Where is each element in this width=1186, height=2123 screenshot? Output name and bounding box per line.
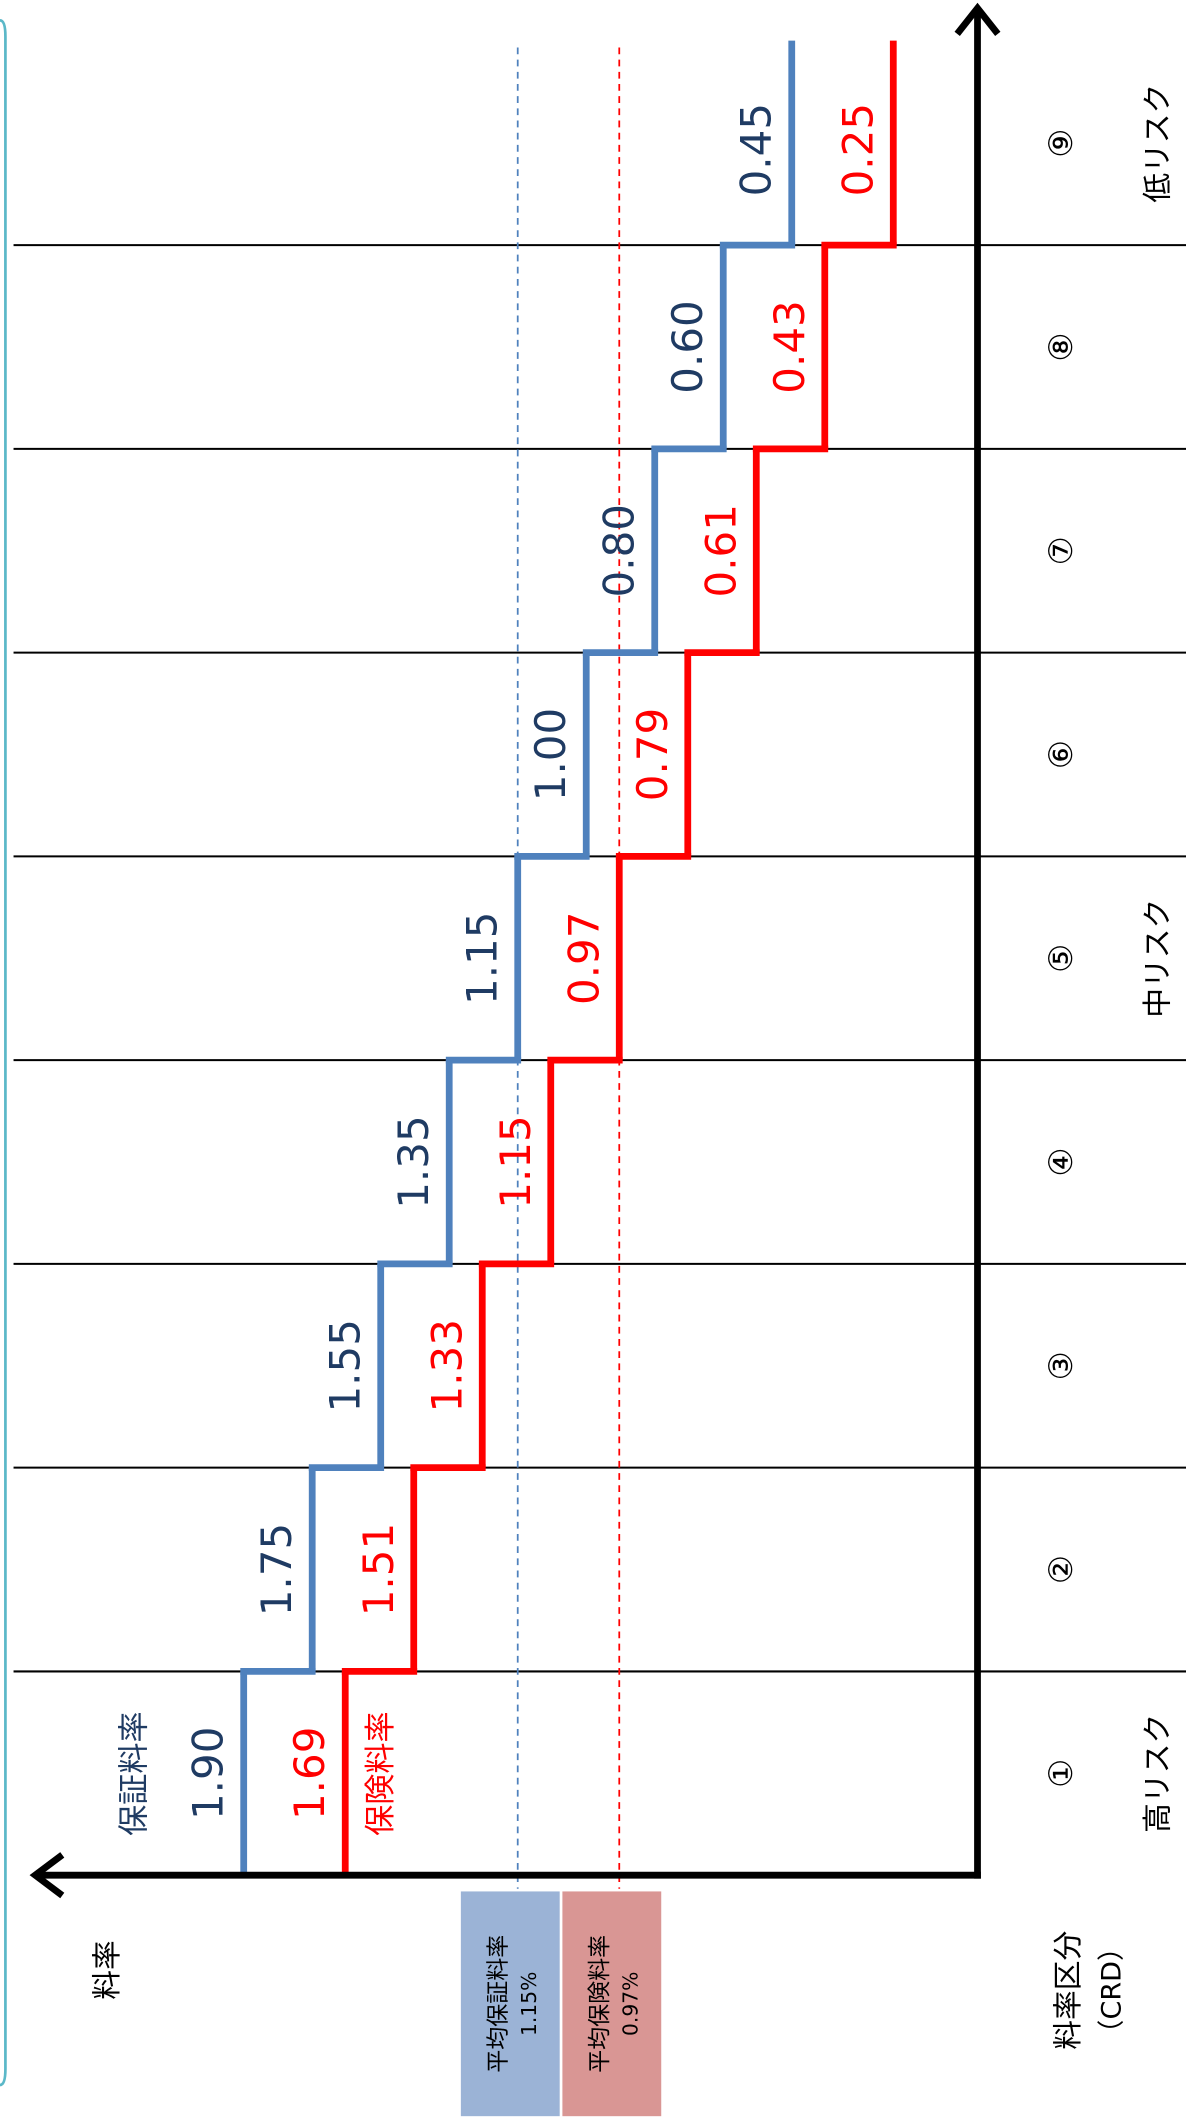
x-tick-label: ⑤ (1042, 944, 1080, 973)
legend-label: 保証料率 (116, 1711, 152, 1836)
x-tick-label: ⑥ (1042, 740, 1080, 769)
average-box (562, 1891, 662, 2117)
x-tick-label: ⑧ (1042, 332, 1080, 361)
value-label: 1.00 (526, 708, 575, 801)
risk-label: 中リスク (1140, 899, 1175, 1018)
frame-border (0, 19, 7, 2087)
value-label: 1.90 (184, 1727, 233, 1820)
y-axis-label: 料率 (90, 1940, 125, 2000)
average-box (460, 1891, 560, 2117)
risk-label: 高リスク (1140, 1714, 1175, 1833)
value-label: 1.69 (285, 1727, 334, 1820)
value-label: 0.45 (732, 103, 781, 196)
x-tick-label: ⑨ (1042, 129, 1080, 158)
average-name: 平均保険料率 (587, 1935, 613, 2073)
x-axis-label: 料率区分 (1051, 1930, 1086, 2049)
value-label: 0.97 (559, 912, 608, 1005)
value-label: 1.35 (389, 1115, 438, 1208)
value-label: 1.51 (354, 1523, 403, 1616)
y-axis-arrow (29, 1852, 65, 1899)
average-name: 平均保証料率 (485, 1935, 511, 2073)
x-tick-label: ① (1042, 1759, 1080, 1788)
value-label: 1.33 (422, 1319, 471, 1412)
value-label: 1.55 (321, 1319, 370, 1412)
x-axis-sublabel: （CRD） (1096, 1934, 1127, 2047)
legend-label: 保険料率 (363, 1711, 399, 1836)
value-label: 1.15 (458, 912, 507, 1005)
x-axis-arrow (954, 2, 1001, 37)
risk-label: 低リスク (1140, 84, 1175, 203)
value-label: 1.15 (491, 1115, 540, 1208)
x-tick-label: ④ (1042, 1147, 1080, 1176)
value-label: 1.75 (252, 1523, 301, 1616)
average-value: 1.15% (517, 1972, 541, 2036)
value-label: 0.25 (833, 103, 882, 196)
x-tick-label: ⑦ (1042, 536, 1080, 565)
x-tick-label: ③ (1042, 1351, 1080, 1380)
value-label: 0.61 (696, 504, 745, 597)
value-label: 0.43 (765, 300, 814, 393)
average-value: 0.97% (618, 1972, 642, 2036)
x-tick-label: ② (1042, 1555, 1080, 1584)
value-label: 0.60 (663, 300, 712, 393)
value-label: 0.80 (595, 504, 644, 597)
value-label: 0.79 (628, 708, 677, 801)
